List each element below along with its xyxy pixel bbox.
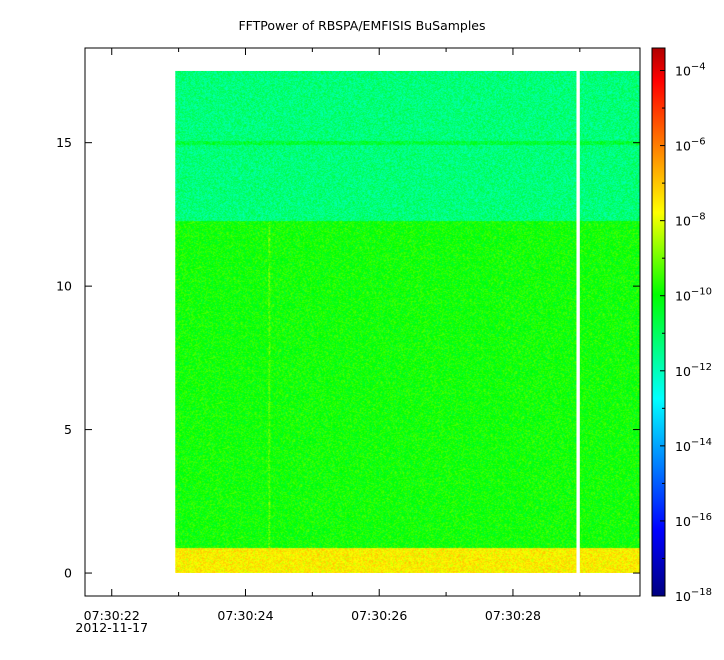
- colorbar-tick-label: 10−6: [675, 137, 706, 154]
- colorbar-tick-label: 10−12: [675, 362, 712, 379]
- x-tick-label: 07:30:22: [84, 608, 140, 623]
- colorbar: [651, 47, 666, 597]
- y-tick-label: 10: [56, 279, 72, 294]
- colorbar-tick-label: 10−4: [675, 62, 706, 79]
- x-tick-label: 07:30:24: [217, 608, 273, 623]
- chart-title: FFTPower of RBSPA/EMFISIS BuSamples: [238, 18, 485, 33]
- x-tick-date-label: 2012-11-17: [75, 620, 148, 635]
- colorbar-tick-label: 10−18: [675, 587, 712, 604]
- y-tick-label: 5: [64, 422, 72, 437]
- x-tick-label: 07:30:26: [351, 608, 407, 623]
- plot-frame: [84, 47, 641, 597]
- data-gap: [576, 70, 580, 573]
- x-tick-label: 07:30:28: [485, 608, 541, 623]
- y-tick-label: 15: [56, 135, 72, 150]
- colorbar-tick-label: 10−8: [675, 212, 706, 229]
- colorbar-tick-label: 10−10: [675, 287, 712, 304]
- spectrogram-image: [175, 70, 641, 573]
- colorbar-tick-label: 10−16: [675, 512, 712, 529]
- y-tick-label: 0: [64, 566, 72, 581]
- colorbar-tick-label: 10−14: [675, 437, 712, 454]
